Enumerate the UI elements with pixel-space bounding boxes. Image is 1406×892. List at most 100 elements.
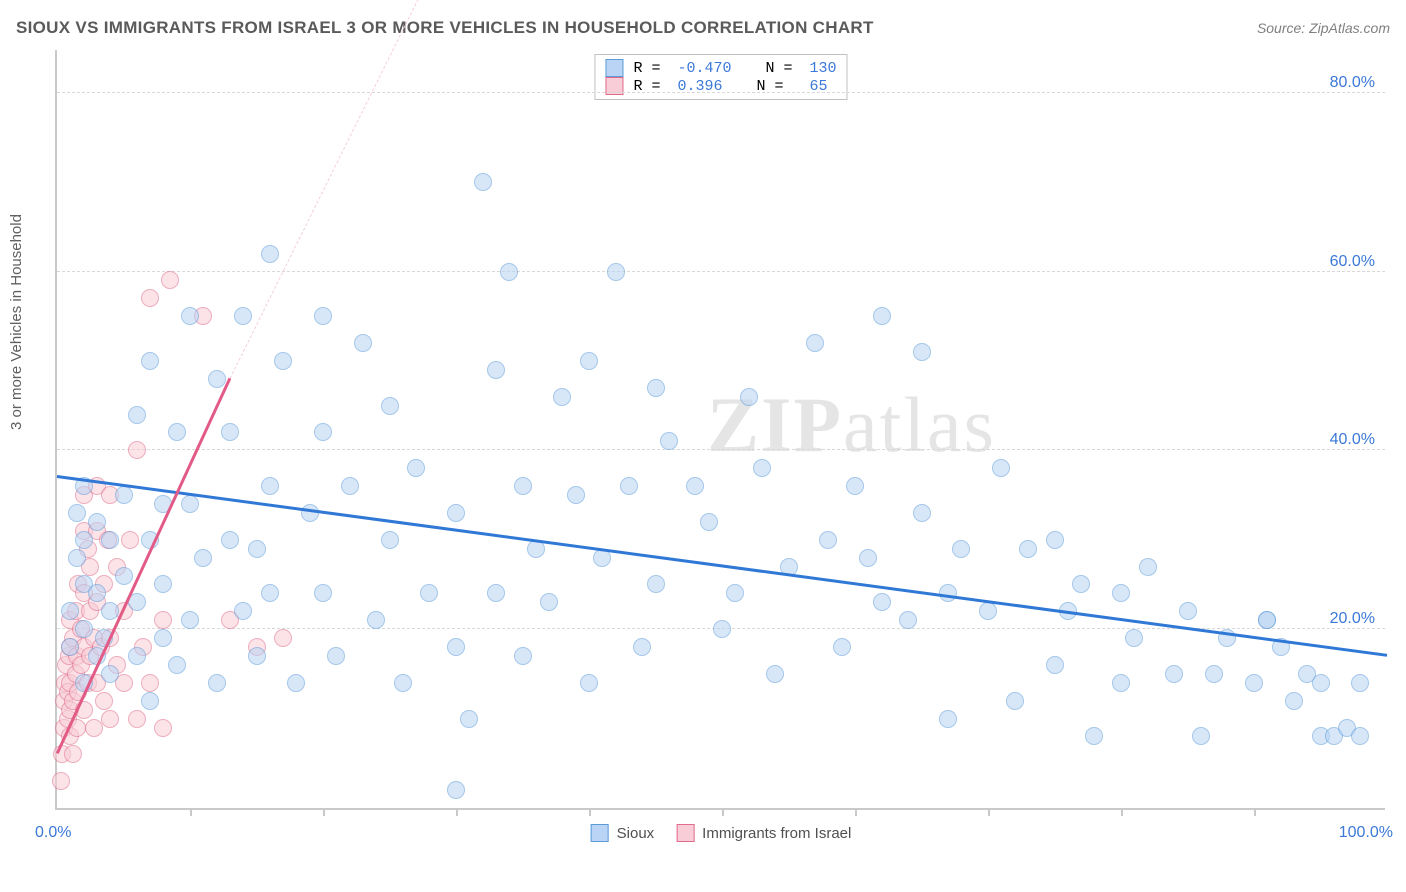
data-point — [753, 459, 771, 477]
data-point — [381, 531, 399, 549]
data-point — [115, 486, 133, 504]
data-point — [1205, 665, 1223, 683]
n-value-sioux: 130 — [801, 60, 837, 77]
data-point — [194, 549, 212, 567]
series-legend: Sioux Immigrants from Israel — [591, 824, 852, 842]
data-point — [979, 602, 997, 620]
data-point — [181, 307, 199, 325]
data-point — [64, 745, 82, 763]
legend-swatch-israel — [676, 824, 694, 842]
data-point — [766, 665, 784, 683]
data-point — [85, 719, 103, 737]
data-point — [121, 531, 139, 549]
data-point — [447, 504, 465, 522]
data-point — [394, 674, 412, 692]
data-point — [354, 334, 372, 352]
x-tick — [190, 808, 192, 816]
data-point — [88, 584, 106, 602]
data-point — [620, 477, 638, 495]
header: SIOUX VS IMMIGRANTS FROM ISRAEL 3 OR MOR… — [16, 18, 1390, 38]
data-point — [567, 486, 585, 504]
data-point — [1139, 558, 1157, 576]
data-point — [806, 334, 824, 352]
data-point — [234, 307, 252, 325]
data-point — [913, 504, 931, 522]
data-point — [1112, 674, 1130, 692]
data-point — [1046, 531, 1064, 549]
data-point — [95, 692, 113, 710]
chart-title: SIOUX VS IMMIGRANTS FROM ISRAEL 3 OR MOR… — [16, 18, 874, 38]
data-point — [61, 602, 79, 620]
data-point — [161, 271, 179, 289]
data-point — [1085, 727, 1103, 745]
data-point — [208, 370, 226, 388]
y-tick-label: 80.0% — [1330, 74, 1375, 92]
data-point — [1165, 665, 1183, 683]
stats-legend: R = -0.470 N = 130 R = 0.396 N = 65 — [594, 54, 847, 100]
data-point — [1351, 727, 1369, 745]
data-point — [154, 719, 172, 737]
data-point — [1019, 540, 1037, 558]
data-point — [460, 710, 478, 728]
data-point — [447, 638, 465, 656]
data-point — [580, 674, 598, 692]
x-axis-max-label: 100.0% — [1339, 824, 1393, 842]
data-point — [381, 397, 399, 415]
data-point — [1285, 692, 1303, 710]
data-point — [141, 289, 159, 307]
data-point — [553, 388, 571, 406]
x-tick — [1121, 808, 1123, 816]
gridline — [57, 271, 1385, 272]
data-point — [68, 549, 86, 567]
data-point — [101, 531, 119, 549]
data-point — [726, 584, 744, 602]
data-point — [1192, 727, 1210, 745]
r-value-sioux: -0.470 — [668, 60, 731, 77]
x-tick — [589, 808, 591, 816]
data-point — [1351, 674, 1369, 692]
data-point — [1258, 611, 1276, 629]
data-point — [128, 441, 146, 459]
data-point — [992, 459, 1010, 477]
trend-line-extrapolated — [229, 0, 483, 379]
legend-item-israel: Immigrants from Israel — [676, 824, 851, 842]
data-point — [899, 611, 917, 629]
data-point — [1072, 575, 1090, 593]
data-point — [128, 406, 146, 424]
data-point — [314, 423, 332, 441]
data-point — [141, 674, 159, 692]
scatter-plot: ZIPatlas R = -0.470 N = 130 R = 0.396 N … — [55, 50, 1385, 810]
data-point — [261, 477, 279, 495]
legend-label-israel: Immigrants from Israel — [702, 825, 851, 842]
data-point — [75, 620, 93, 638]
x-tick — [722, 808, 724, 816]
data-point — [301, 504, 319, 522]
data-point — [500, 263, 518, 281]
data-point — [181, 495, 199, 513]
legend-swatch-sioux — [591, 824, 609, 842]
data-point — [819, 531, 837, 549]
data-point — [939, 710, 957, 728]
data-point — [474, 173, 492, 191]
data-point — [154, 575, 172, 593]
data-point — [1046, 656, 1064, 674]
data-point — [740, 388, 758, 406]
data-point — [487, 584, 505, 602]
data-point — [487, 361, 505, 379]
y-tick-label: 20.0% — [1330, 610, 1375, 628]
x-axis-min-label: 0.0% — [35, 824, 71, 842]
data-point — [1179, 602, 1197, 620]
data-point — [859, 549, 877, 567]
data-point — [647, 379, 665, 397]
data-point — [115, 567, 133, 585]
data-point — [833, 638, 851, 656]
data-point — [540, 593, 558, 611]
source-label: Source: ZipAtlas.com — [1257, 20, 1390, 36]
data-point — [75, 531, 93, 549]
data-point — [168, 423, 186, 441]
legend-label-sioux: Sioux — [617, 825, 655, 842]
y-tick-label: 60.0% — [1330, 253, 1375, 271]
data-point — [101, 710, 119, 728]
data-point — [327, 647, 345, 665]
data-point — [514, 647, 532, 665]
